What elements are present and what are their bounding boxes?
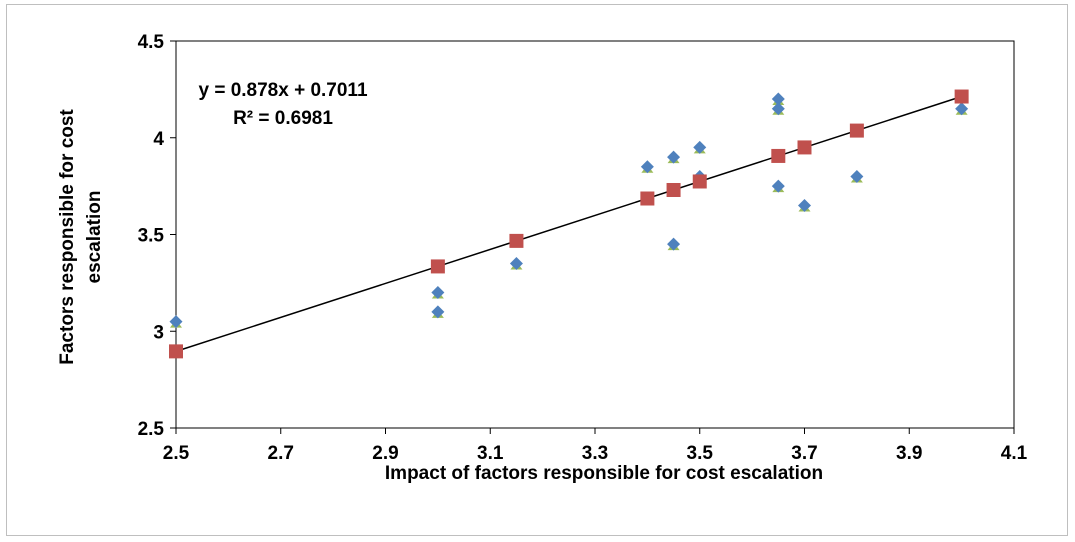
data-point-square <box>849 123 864 138</box>
data-point-square <box>797 140 812 155</box>
y-tick-label: 4 <box>153 129 164 150</box>
x-tick-label: 3.3 <box>582 443 608 464</box>
trendline <box>175 95 962 353</box>
y-tick-label: 3 <box>153 322 164 343</box>
x-tick-label: 2.5 <box>163 443 190 464</box>
data-point-square <box>954 89 969 104</box>
data-point-square <box>692 174 707 189</box>
data-point-diamond <box>431 305 445 319</box>
data-point-square <box>430 259 445 274</box>
chart-frame: 2.5 2.7 2.9 3.1 3.3 3.5 3.7 3.9 4.1 2.5 3 3.5 4 4.5 I… <box>6 4 1068 536</box>
data-point-diamond <box>955 102 969 116</box>
data-point-diamond <box>667 237 681 251</box>
data-point-square <box>509 233 524 248</box>
data-point-square <box>666 182 681 197</box>
y-tick-label: 3.5 <box>138 226 165 247</box>
x-tick-label: 3.9 <box>896 443 922 464</box>
data-point-square <box>169 344 183 359</box>
data-point-diamond <box>640 160 654 174</box>
data-point-diamond <box>169 315 183 329</box>
x-tick-label: 2.7 <box>268 443 294 464</box>
data-point-diamond <box>771 92 785 106</box>
trendline-equation: y = 0.878x + 0.7011 <box>198 80 367 101</box>
scatter-chart: 2.5 2.7 2.9 3.1 3.3 3.5 3.7 3.9 4.1 2.5 3 3.5 4 4.5 I… <box>57 32 1028 484</box>
x-tick-label: 3.7 <box>791 443 817 464</box>
data-point-diamond <box>850 169 864 183</box>
data-point-diamond <box>771 179 785 193</box>
data-point-diamond <box>693 140 707 154</box>
data-point-square <box>640 191 655 206</box>
data-point-diamond <box>431 286 445 300</box>
y-axis-title-line-2: escalation <box>84 191 105 284</box>
data-point-diamond <box>798 198 811 212</box>
x-tick-label: 3.1 <box>477 443 504 464</box>
x-tick-label: 4.1 <box>1001 443 1028 464</box>
x-tick-label: 2.9 <box>372 443 398 464</box>
data-point-diamond <box>509 257 523 271</box>
y-tick-label: 4.5 <box>138 32 165 53</box>
x-axis-title: Impact of factors responsible for cost e… <box>385 463 823 484</box>
y-tick-label: 2.5 <box>138 419 165 440</box>
y-axis-title-line-1: Factors responsible for cost <box>57 109 78 365</box>
trendline-r-squared: R² = 0.6981 <box>233 108 333 129</box>
x-tick-label: 3.5 <box>687 443 714 464</box>
data-point-diamond <box>771 102 785 116</box>
data-point-square <box>771 148 786 163</box>
data-point-diamond <box>667 150 681 164</box>
